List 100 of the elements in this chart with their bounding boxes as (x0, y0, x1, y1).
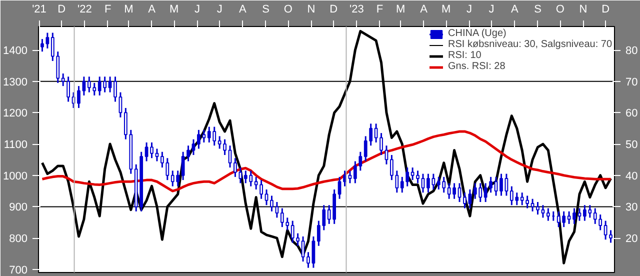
candlestick (150, 142, 154, 159)
x-tick-label: O (284, 4, 293, 16)
x-tick-label: S (262, 4, 270, 16)
candlestick (395, 170, 399, 194)
y-tick-label: 800 (9, 233, 28, 246)
candlestick (541, 204, 545, 218)
legend-label: Gns. RSI: 28 (448, 61, 506, 72)
y-tick-label: 1100 (4, 139, 28, 152)
candlestick (520, 192, 524, 206)
candlestick (181, 151, 185, 181)
candlestick (155, 148, 159, 162)
x-tick-label: S (534, 4, 542, 16)
candlestick (484, 182, 488, 203)
candlestick (296, 232, 300, 247)
y2-tick-label: 60 (626, 108, 638, 120)
candlestick (92, 82, 96, 96)
x-tick-label: A (239, 4, 247, 16)
y2-tick-label: 40 (626, 170, 638, 182)
candlestick (421, 173, 425, 194)
candlestick (348, 170, 352, 184)
x-tick-label: D (602, 4, 610, 16)
candlestick (46, 32, 50, 50)
candlestick (530, 198, 534, 212)
x-tick-label: J (466, 4, 472, 16)
candlestick (77, 85, 80, 109)
candlestick (40, 38, 44, 52)
x-tick-label: '22 (78, 4, 92, 16)
x-tick-label: J (216, 4, 222, 16)
x-tick-label: M (442, 4, 451, 16)
candlestick (406, 166, 410, 188)
x-tick-label: D (330, 4, 338, 16)
x-tick-label: M (124, 4, 134, 16)
x-tick-label: F (376, 4, 384, 16)
candlestick (322, 204, 326, 231)
candlestick (192, 138, 196, 156)
candlestick (316, 220, 320, 247)
candlestick (275, 201, 279, 218)
y2-tick-label: 80 (626, 45, 638, 58)
candlestick (400, 176, 404, 194)
y-tick-label: 1300 (3, 76, 28, 88)
candlestick (390, 154, 394, 181)
candlestick (489, 176, 492, 194)
y2-tick-label: 20 (626, 233, 638, 246)
candlestick (223, 138, 226, 156)
candlestick (280, 208, 284, 228)
candlestick (124, 107, 128, 140)
line-series (40, 30, 612, 264)
candlestick (312, 236, 316, 269)
y-tick-label: 900 (9, 202, 28, 214)
candlestick (218, 135, 222, 150)
candlestick (546, 208, 550, 222)
candlestick (160, 151, 164, 168)
x-tick-label: '23 (350, 4, 364, 16)
candlestick (369, 122, 373, 146)
candlestick (301, 236, 305, 262)
x-tick-label: A (420, 4, 428, 16)
x-tick-label: M (170, 4, 179, 16)
x-tick-label: J (194, 4, 200, 16)
candlestick (264, 188, 268, 206)
candlestick (364, 135, 368, 162)
candlestick (270, 194, 274, 212)
candlestick (458, 182, 462, 203)
candlestick (87, 76, 91, 94)
x-tick-label: D (58, 4, 66, 16)
candlestick (500, 173, 503, 196)
y2-tick-label: 30 (626, 202, 638, 214)
candlestick (504, 173, 508, 196)
candlestick (286, 216, 290, 231)
candlestick (228, 144, 232, 168)
candlestick (290, 220, 294, 244)
candlestick (526, 194, 530, 210)
y-tick-label: 1000 (3, 170, 28, 182)
x-tick-label: '21 (32, 4, 46, 16)
y-tick-label: 700 (9, 264, 28, 276)
x-tick-label: O (556, 4, 565, 16)
line-series (40, 130, 612, 192)
candlestick (494, 176, 498, 196)
y2-tick-label: 50 (626, 139, 638, 152)
y-tick-label: 1200 (3, 108, 28, 120)
candlestick (114, 76, 117, 102)
candlestick (306, 251, 310, 269)
y2-tick-label: 70 (626, 76, 638, 88)
candlestick (186, 144, 190, 162)
x-tick-label: N (307, 4, 316, 16)
candlestick (338, 176, 342, 200)
candlestick (536, 201, 540, 216)
x-tick-label: N (579, 4, 588, 16)
candlestick (358, 151, 362, 172)
x-tick-label: A (510, 4, 519, 16)
x-tick-label: J (488, 4, 494, 16)
candlestick (353, 160, 357, 184)
candlestick (144, 142, 148, 162)
x-tick-label: A (148, 4, 156, 16)
y-tick-label: 1400 (3, 45, 28, 58)
x-tick-label: F (104, 4, 112, 16)
legend-label: RSI købsniveau: 30, Salgsniveau: 70 (448, 39, 612, 50)
candlestick (166, 157, 170, 181)
x-tick-label: M (396, 4, 406, 16)
legend-label: CHINA (Uge) (448, 28, 506, 39)
candlestick (567, 210, 571, 225)
